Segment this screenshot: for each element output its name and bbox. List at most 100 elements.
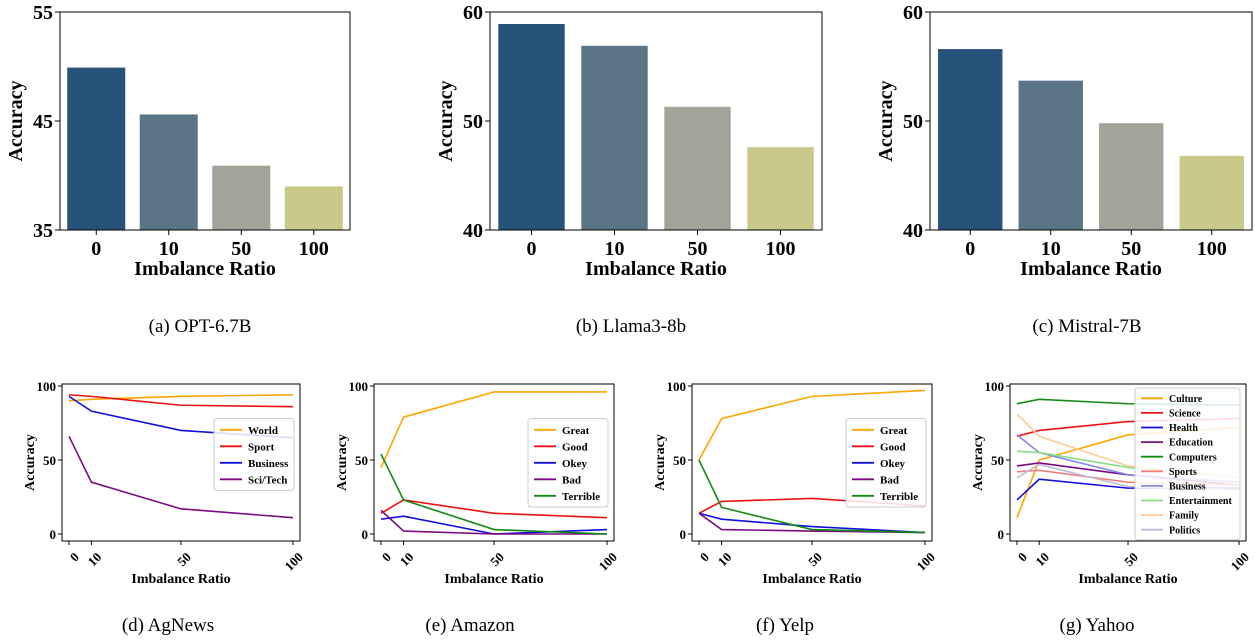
x-tick-label: 100 [1228,549,1252,573]
y-tick-label: 100 [985,379,1005,394]
legend-label: Computers [1169,452,1217,463]
x-axis-label: Imbalance Ratio [444,572,543,587]
x-tick-label: 50 [231,238,251,260]
bar-10 [1018,80,1083,230]
legend-box [845,418,927,508]
legend-label: Good [562,441,588,453]
legend-label: Business [1169,482,1206,493]
bar-10 [139,114,198,230]
x-tick-label: 10 [1032,549,1052,569]
bar-100 [1179,155,1244,230]
bar-0 [67,67,126,230]
legend-label: Sci/Tech [248,474,287,486]
y-axis-label: Accuracy [971,434,986,491]
y-tick-label: 0 [998,527,1005,542]
x-tick-label: 50 [174,549,194,569]
legend-label: Entertainment [1169,496,1232,507]
legend-label: Politics [1169,525,1200,536]
x-tick-label: 100 [914,549,938,573]
caption: (f) Yelp [756,615,814,636]
y-axis-label: Accuracy [435,80,457,161]
y-tick-label: 60 [463,2,483,24]
series-line-great [380,391,607,468]
y-tick-label: 50 [355,453,368,468]
x-axis-label: Imbalance Ratio [585,258,727,280]
x-tick-label: 0 [67,549,82,564]
x-tick-label: 100 [299,238,329,260]
x-axis-label: Imbalance Ratio [131,572,230,587]
legend-label: Good [880,441,906,453]
series-line-good [380,499,608,519]
bar-50 [1099,123,1164,230]
caption: (a) OPT-6.7B [149,316,252,337]
caption: (c) Mistral-7B [1032,316,1141,337]
y-tick-label: 100 [349,379,369,394]
series-line-sport [68,394,294,408]
y-tick-label: 60 [903,2,923,24]
bar-chart-1: 0 10 50 100 40 50 60 Imbalance Ratio Accuracy (b)… [435,2,823,337]
y-tick-label: 100 [37,379,57,394]
series-line-great [698,389,926,461]
legend-label: Culture [1169,394,1203,405]
caption: (e) Amazon [425,615,515,636]
series-line-terrible [380,453,608,535]
x-tick-label: 10 [159,238,179,260]
x-tick-label: 0 [1015,549,1030,564]
y-tick-label: 50 [903,111,923,133]
legend: Great Good Okey Bad Terrible [845,418,927,508]
legend-label: Family [1169,511,1199,522]
legend-label: Business [248,458,289,470]
bar-100 [747,147,814,230]
caption: (g) Yahoo [1060,615,1135,636]
x-tick-label: 100 [282,549,306,573]
x-tick-label: 10 [85,549,105,569]
y-axis-label: Accuracy [23,434,38,491]
x-tick-label: 100 [1197,238,1227,260]
x-tick-label: 0 [91,238,101,260]
y-tick-label: 50 [43,453,56,468]
y-tick-label: 40 [903,220,923,242]
plot-frame [61,383,301,542]
x-tick-label: 50 [1121,238,1141,260]
series-line-okey [698,512,926,534]
y-tick-label: 0 [680,527,687,542]
y-axis-label: Accuracy [5,80,27,161]
legend-box [1134,387,1241,541]
x-axis-label: Imbalance Ratio [762,572,861,587]
legend-label: World [248,425,278,437]
legend-box [527,418,609,508]
x-tick-label: 100 [596,549,620,573]
legend-label: Okey [562,458,588,470]
x-tick-label: 0 [527,238,537,260]
y-axis-label: Accuracy [875,80,897,161]
legend-label: Health [1169,423,1198,434]
bar-chart-2: 0 10 50 100 40 50 60 Imbalance Ratio Accuracy (c)… [875,2,1253,337]
x-axis-label: Imbalance Ratio [134,258,276,280]
caption: (b) Llama3-8b [576,316,686,337]
x-tick-label: 50 [487,549,507,569]
plot-frame [929,11,1253,231]
legend-label: Sports [1169,467,1197,478]
bar-10 [581,45,648,230]
y-axis-label: Accuracy [335,434,350,491]
bar-100 [284,186,343,230]
x-tick-label: 10 [1041,238,1061,260]
y-tick-label: 100 [667,379,687,394]
y-tick-label: 55 [33,2,53,24]
x-tick-label: 10 [397,549,417,569]
legend: Great Good Okey Bad Terrible [527,418,609,508]
y-axis-label: Accuracy [653,434,668,491]
y-tick-label: 35 [33,220,53,242]
y-tick-label: 50 [673,453,686,468]
x-tick-label: 50 [688,238,708,260]
x-tick-label: 0 [697,549,712,564]
bar-chart-0: 0 10 50 100 35 45 55 Imbalance Ratio Accuracy (a)… [5,2,351,337]
legend-label: Education [1169,438,1213,449]
legend-label: Terrible [562,491,600,503]
legend-label: Bad [562,474,581,486]
